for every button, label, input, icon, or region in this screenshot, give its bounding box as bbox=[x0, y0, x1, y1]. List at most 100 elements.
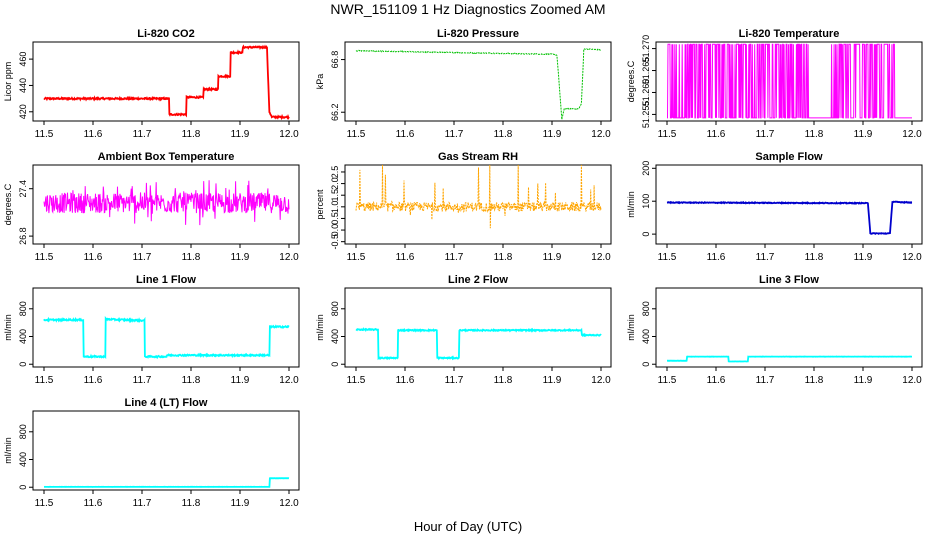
y-axis-label-box_temp: degrees.C bbox=[3, 183, 13, 225]
y-tick-label: 400 bbox=[18, 452, 28, 467]
x-tick-label: 11.9 bbox=[854, 252, 873, 263]
x-tick-label: 11.6 bbox=[84, 498, 103, 509]
x-tick-label: 11.8 bbox=[182, 129, 201, 140]
series-line-licor_temp bbox=[667, 43, 912, 119]
x-tick-label: 12.0 bbox=[279, 129, 299, 140]
panel-title-sample_flow: Sample Flow bbox=[755, 151, 823, 163]
series-line-line4 bbox=[44, 477, 290, 488]
series-line-box_temp bbox=[43, 180, 290, 226]
x-tick-label: 11.8 bbox=[805, 375, 824, 386]
x-tick-label: 11.7 bbox=[133, 252, 152, 263]
x-tick-label: 12.0 bbox=[279, 375, 299, 386]
series-line-line2 bbox=[355, 327, 602, 361]
x-axis-label: Hour of Day (UTC) bbox=[414, 519, 522, 534]
x-tick-label: 11.9 bbox=[854, 129, 873, 140]
panel-pressure: Li-820 Pressure kPa 66.2 66.8 11.5 11.6 11.7 11… bbox=[315, 28, 612, 140]
y-tick-label: 400 bbox=[641, 329, 651, 344]
x-tick-label: 11.9 bbox=[231, 375, 250, 386]
panel-title-line3: Line 3 Flow bbox=[759, 274, 819, 286]
plot-frame bbox=[344, 287, 612, 368]
y-axis-label-line3: ml/min bbox=[626, 314, 636, 341]
plot-frame bbox=[32, 410, 300, 491]
x-tick-label: 11.6 bbox=[707, 252, 726, 263]
y-tick-label: 26.8 bbox=[18, 227, 28, 245]
y-tick-label: 27.4 bbox=[18, 180, 28, 198]
x-tick-label: 11.9 bbox=[543, 252, 562, 263]
panel-line4: Line 4 (LT) Flow ml/min 0 400 800 11.5 11.6 11.… bbox=[3, 397, 300, 509]
x-tick-label: 11.7 bbox=[756, 375, 775, 386]
x-tick-label: 11.5 bbox=[658, 252, 677, 263]
x-tick-label: 11.6 bbox=[707, 375, 726, 386]
panel-box_temp: Ambient Box Temperature degrees.C 26.8 27.4… bbox=[3, 151, 300, 263]
x-tick-label: 11.5 bbox=[35, 498, 54, 509]
panel-co2: Li-820 CO2 Licor ppm 420 440 460 11.5 11.6 11.7… bbox=[3, 28, 300, 140]
y-tick-label: 0 bbox=[641, 232, 651, 237]
x-tick-label: 12.0 bbox=[902, 129, 922, 140]
x-tick-label: 11.7 bbox=[445, 375, 464, 386]
y-tick-label: 800 bbox=[641, 301, 651, 316]
panel-title-box_temp: Ambient Box Temperature bbox=[98, 151, 235, 163]
x-tick-label: 11.6 bbox=[84, 129, 103, 140]
y-tick-label: 460 bbox=[18, 52, 28, 67]
y-tick-label: 0.0 bbox=[330, 224, 340, 237]
y-tick-label: 440 bbox=[18, 78, 28, 93]
y-tick-label: 100 bbox=[641, 194, 651, 209]
x-tick-label: 11.6 bbox=[84, 375, 103, 386]
series-line-sample_flow bbox=[666, 200, 913, 236]
x-tick-label: 11.6 bbox=[707, 129, 726, 140]
plot-frame bbox=[655, 287, 923, 368]
panel-title-line2: Line 2 Flow bbox=[448, 274, 508, 286]
y-tick-label: 51.255 bbox=[641, 101, 651, 129]
x-tick-label: 11.5 bbox=[347, 375, 366, 386]
panel-title-rh: Gas Stream RH bbox=[438, 151, 518, 163]
y-tick-label: 0 bbox=[641, 362, 651, 367]
x-tick-label: 12.0 bbox=[279, 252, 299, 263]
x-tick-label: 11.6 bbox=[396, 252, 415, 263]
plot-frame bbox=[655, 41, 923, 122]
x-tick-label: 11.7 bbox=[133, 498, 152, 509]
x-tick-label: 11.5 bbox=[347, 129, 366, 140]
y-tick-label: 1.5 bbox=[330, 189, 340, 202]
panel-line2: Line 2 Flow ml/min 0 400 800 11.5 11.6 11.7 11.8… bbox=[315, 274, 612, 386]
x-tick-label: 11.8 bbox=[182, 252, 201, 263]
panel-title-line4: Line 4 (LT) Flow bbox=[125, 397, 208, 409]
x-tick-label: 11.9 bbox=[543, 129, 562, 140]
y-tick-label: 2.5 bbox=[330, 166, 340, 179]
x-tick-label: 12.0 bbox=[591, 375, 611, 386]
x-tick-label: 11.5 bbox=[658, 375, 677, 386]
x-tick-label: 11.8 bbox=[182, 498, 201, 509]
panel-title-co2: Li-820 CO2 bbox=[137, 28, 194, 40]
x-tick-label: 11.6 bbox=[396, 375, 415, 386]
y-tick-label: 0 bbox=[330, 362, 340, 367]
panel-licor_temp: Li-820 Temperaturedegrees.C51.25551.2605… bbox=[626, 28, 923, 140]
x-tick-label: 11.9 bbox=[543, 375, 562, 386]
panel-rh: Gas Stream RH percent -0.50.00.51.01.52.02… bbox=[315, 151, 612, 263]
y-tick-label: 400 bbox=[330, 329, 340, 344]
x-tick-label: 11.8 bbox=[805, 252, 824, 263]
x-tick-label: 11.7 bbox=[756, 252, 775, 263]
y-tick-label: 0.5 bbox=[330, 212, 340, 225]
x-tick-label: 11.9 bbox=[231, 498, 250, 509]
y-axis-label-sample_flow: ml/min bbox=[626, 191, 636, 218]
figure-title: NWR_151109 1 Hz Diagnostics Zoomed AM bbox=[330, 1, 605, 17]
x-tick-label: 11.5 bbox=[658, 129, 677, 140]
y-tick-label: 200 bbox=[641, 161, 651, 176]
x-tick-label: 11.8 bbox=[182, 375, 201, 386]
y-tick-label: -0.5 bbox=[330, 234, 340, 250]
y-axis-label-line2: ml/min bbox=[315, 314, 325, 341]
y-tick-label: 400 bbox=[18, 329, 28, 344]
series-line-pressure bbox=[355, 48, 602, 120]
x-tick-label: 11.8 bbox=[805, 129, 824, 140]
panels-group: Li-820 CO2 Licor ppm 420 440 460 11.5 11.6 11.7… bbox=[3, 28, 923, 509]
y-tick-label: 0 bbox=[18, 362, 28, 367]
x-tick-label: 11.7 bbox=[133, 375, 152, 386]
x-tick-label: 12.0 bbox=[902, 252, 922, 263]
y-tick-label: 51.260 bbox=[641, 79, 651, 107]
y-tick-label: 800 bbox=[330, 301, 340, 316]
series-line-line3 bbox=[667, 355, 912, 363]
plot-frame bbox=[344, 164, 612, 245]
x-tick-label: 11.9 bbox=[231, 129, 250, 140]
y-tick-label: 0 bbox=[18, 485, 28, 490]
panel-sample_flow: Sample Flow ml/min 0 100 200 11.5 11.6 11.7 11.8… bbox=[626, 151, 923, 263]
